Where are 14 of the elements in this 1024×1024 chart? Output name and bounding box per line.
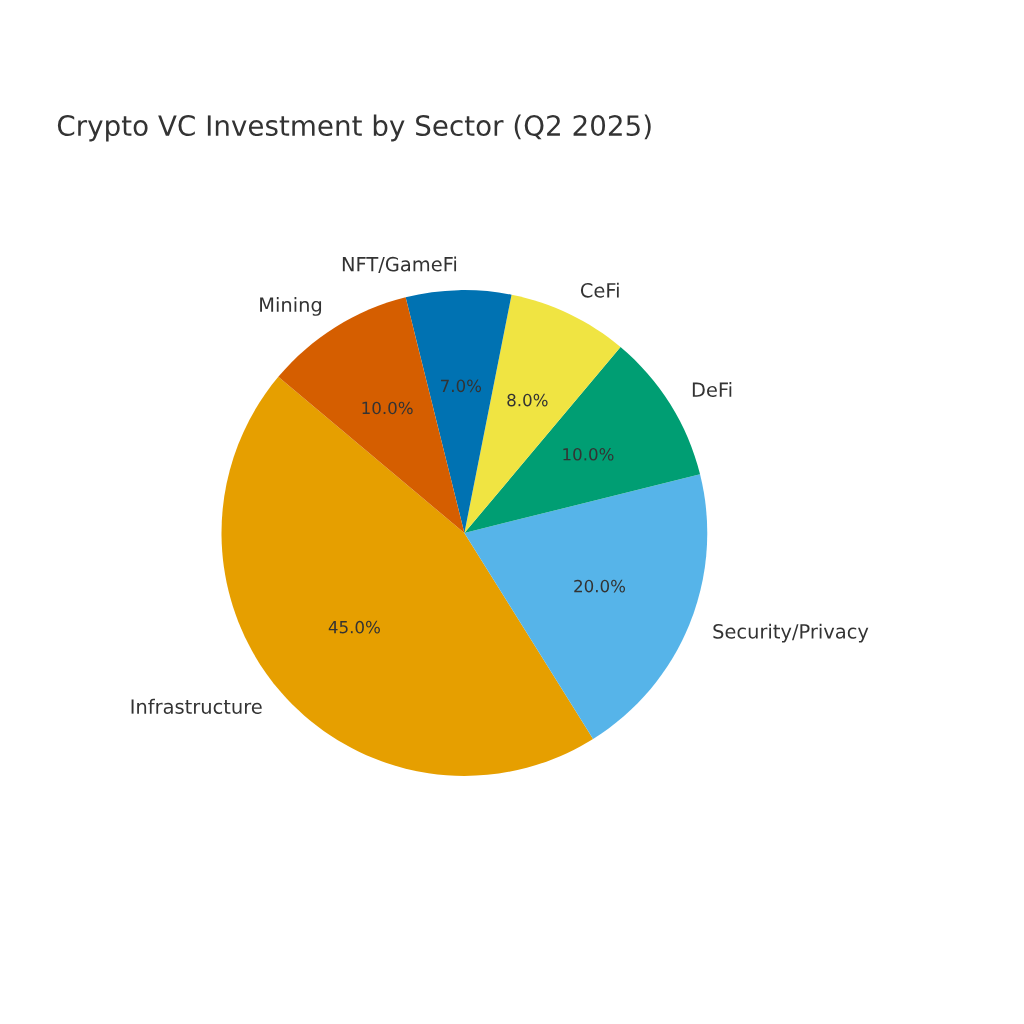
slice-label: NFT/GameFi: [342, 256, 457, 274]
slice-label: Infrastructure: [131, 698, 262, 714]
data-label: 10.0%: [563, 447, 614, 461]
data-label: 20.0%: [574, 579, 626, 593]
data-label: 8.0%: [507, 393, 548, 407]
pie-slice: [464, 474, 708, 739]
slice-label: CeFi: [580, 282, 619, 298]
chart-title: Crypto VC Investment by Sector (Q2 2025): [57, 114, 651, 142]
slice-label: DeFi: [692, 382, 732, 398]
slice-label: Mining: [260, 297, 322, 316]
data-label: 7.0%: [441, 379, 482, 393]
data-label: 45.0%: [328, 620, 380, 634]
data-label: 10.0%: [362, 401, 413, 415]
slice-label: Security/Privacy: [713, 623, 869, 643]
